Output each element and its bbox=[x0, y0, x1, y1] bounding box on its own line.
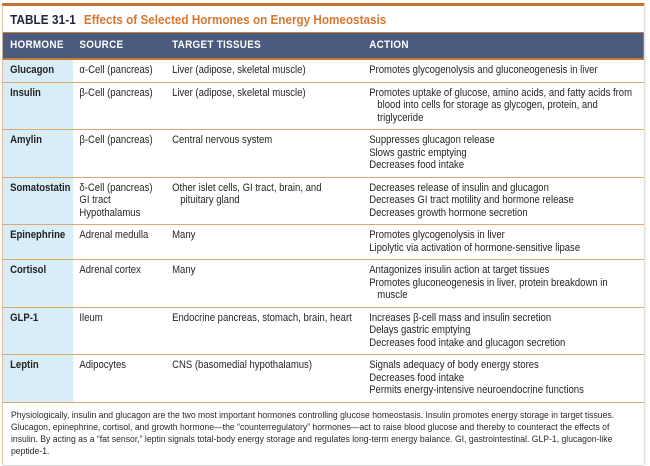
column-header-source: SOURCE bbox=[79, 39, 124, 51]
hormone-cell: Glucagon bbox=[2, 60, 74, 82]
target-cell: Liver (adipose, skeletal muscle) bbox=[166, 60, 363, 82]
target-cell: Central nervous system bbox=[166, 130, 363, 177]
cell-line: Many bbox=[172, 229, 196, 241]
action-cell: Decreases release of insulin and glucago… bbox=[363, 178, 644, 225]
source-cell: β-Cell (pancreas) bbox=[73, 83, 166, 130]
source-cell: β-Cell (pancreas) bbox=[73, 130, 166, 177]
hormone-cell: Epinephrine bbox=[2, 225, 74, 259]
cell-line: δ-Cell (pancreas) bbox=[79, 181, 153, 194]
source-cell: α-Cell (pancreas) bbox=[73, 60, 166, 82]
hormone-cell: Insulin bbox=[2, 82, 74, 129]
source-cell: Adipocytes bbox=[73, 355, 166, 402]
cell-line: Liver (adipose, skeletal muscle) bbox=[172, 64, 306, 76]
table-row: Glucagon α-Cell (pancreas) Liver (adipos… bbox=[2, 60, 644, 82]
table-body: Glucagon α-Cell (pancreas) Liver (adipos… bbox=[2, 60, 644, 402]
cell-line: α-Cell (pancreas) bbox=[79, 64, 153, 76]
hormone-cell: Leptin bbox=[2, 355, 74, 402]
cell-line: Promotes glycogenolysis and gluconeogene… bbox=[369, 64, 598, 76]
cell-line: Promotes glycogenolysis in liver bbox=[369, 229, 505, 241]
cell-line: Adrenal cortex bbox=[79, 264, 141, 276]
source-cell: Adrenal cortex bbox=[73, 260, 166, 307]
action-cell: Suppresses glucagon release Slows gastric… bbox=[363, 130, 644, 177]
column-header-target-tissues: TARGET TISSUES bbox=[172, 39, 261, 51]
target-cell: Endocrine pancreas, stomach, brain, hear… bbox=[166, 308, 363, 355]
cell-line: Antagonizes insulin action at target tis… bbox=[369, 264, 550, 276]
hormone-cell: GLP-1 bbox=[2, 307, 74, 354]
action-cell: Antagonizes insulin action at target tis… bbox=[363, 260, 644, 307]
table-footnote: Physiologically, insulin and glucagon ar… bbox=[2, 401, 644, 465]
hormone-cell: Amylin bbox=[2, 130, 74, 177]
column-header-action: ACTION bbox=[369, 39, 409, 51]
table-row: Epinephrine Adrenal medulla Many Promote… bbox=[2, 224, 644, 259]
hormone-effects-table: TABLE 31-1 Effects of Selected Hormones … bbox=[2, 3, 645, 466]
cell-line: Endocrine pancreas, stomach, brain, hear… bbox=[172, 311, 352, 324]
cell-line: Decreases release of insulin and glucago… bbox=[369, 181, 549, 194]
source-cell: Ileum bbox=[73, 308, 166, 355]
cell-line: Promotes gluconeogenesis in liver, prote… bbox=[369, 276, 608, 302]
action-cell: Increases β-cell mass and insulin secret… bbox=[363, 308, 644, 355]
action-cell: Promotes uptake of glucose, amino acids,… bbox=[363, 83, 644, 130]
cell-line: Permits energy-intensive neuroendocrine … bbox=[369, 384, 584, 396]
cell-line: Adrenal medulla bbox=[79, 229, 149, 241]
cell-line: Many bbox=[172, 264, 196, 276]
hormone-cell: Cortisol bbox=[2, 260, 74, 307]
cell-line: Hypothalamus bbox=[79, 206, 141, 219]
action-cell: Promotes glycogenolysis in liver Lipolyti… bbox=[363, 225, 644, 259]
cell-line: β-Cell (pancreas) bbox=[79, 134, 153, 146]
cell-line: Decreases GI tract motility and hormone … bbox=[369, 194, 574, 206]
table-row: Somatostatin δ-Cell (pancreas) GI tract Hy… bbox=[2, 176, 644, 225]
table-row: Leptin Adipocytes CNS (basomedial hypoth… bbox=[2, 354, 644, 402]
hormone-cell: Somatostatin bbox=[2, 177, 74, 224]
target-cell: Liver (adipose, skeletal muscle) bbox=[166, 83, 363, 130]
cell-line: Decreases growth hormone secretion bbox=[369, 206, 528, 219]
cell-line: Lipolytic via activation of hormone-sens… bbox=[369, 241, 581, 254]
cell-line: CNS (basomedial hypothalamus) bbox=[172, 359, 313, 371]
cell-line: Adipocytes bbox=[79, 359, 127, 371]
cell-line: Ileum bbox=[79, 311, 103, 324]
cell-line: Other islet cells, GI tract, brain, and … bbox=[172, 181, 322, 207]
target-cell: CNS (basomedial hypothalamus) bbox=[166, 355, 363, 402]
cell-line: Liver (adipose, skeletal muscle) bbox=[172, 86, 306, 99]
source-cell: δ-Cell (pancreas) GI tract Hypothalamus bbox=[73, 178, 166, 225]
cell-line: Decreases food intake and glucagon secre… bbox=[369, 336, 566, 349]
target-cell: Many bbox=[166, 225, 363, 259]
cell-line: Delays gastric emptying bbox=[369, 324, 471, 336]
column-header-hormone: HORMONE bbox=[10, 39, 64, 51]
action-cell: Signals adequacy of body energy stores De… bbox=[363, 355, 644, 402]
cell-line: Suppresses glucagon release bbox=[369, 134, 495, 146]
table-number-label: TABLE 31-1 bbox=[10, 12, 76, 27]
action-cell: Promotes glycogenolysis and gluconeogene… bbox=[363, 60, 644, 82]
table-title: Effects of Selected Hormones on Energy H… bbox=[83, 12, 387, 27]
column-header-row: HORMONE SOURCE TARGET TISSUES ACTION bbox=[2, 32, 644, 60]
cell-line: Decreases food intake bbox=[369, 371, 465, 384]
cell-line: Central nervous system bbox=[172, 134, 273, 146]
table-row: GLP-1 Ileum Endocrine pancreas, stomach,… bbox=[2, 306, 644, 355]
target-cell: Other islet cells, GI tract, brain, and … bbox=[166, 178, 363, 225]
table-row: Amylin β-Cell (pancreas) Central nervous… bbox=[2, 129, 644, 177]
source-cell: Adrenal medulla bbox=[73, 225, 166, 259]
table-row: Cortisol Adrenal cortex Many Antagonizes… bbox=[2, 259, 644, 307]
table-title-bar: TABLE 31-1 Effects of Selected Hormones … bbox=[2, 6, 644, 32]
cell-line: Signals adequacy of body energy stores bbox=[369, 359, 539, 371]
cell-line: GI tract bbox=[79, 194, 111, 206]
table-row: Insulin β-Cell (pancreas) Liver (adipose… bbox=[2, 81, 644, 130]
cell-line: Promotes uptake of glucose, amino acids,… bbox=[369, 86, 633, 124]
cell-line: Increases β-cell mass and insulin secret… bbox=[369, 311, 552, 324]
cell-line: β-Cell (pancreas) bbox=[79, 86, 153, 99]
target-cell: Many bbox=[166, 260, 363, 307]
cell-line: Decreases food intake bbox=[369, 159, 465, 171]
cell-line: Slows gastric emptying bbox=[369, 146, 467, 159]
